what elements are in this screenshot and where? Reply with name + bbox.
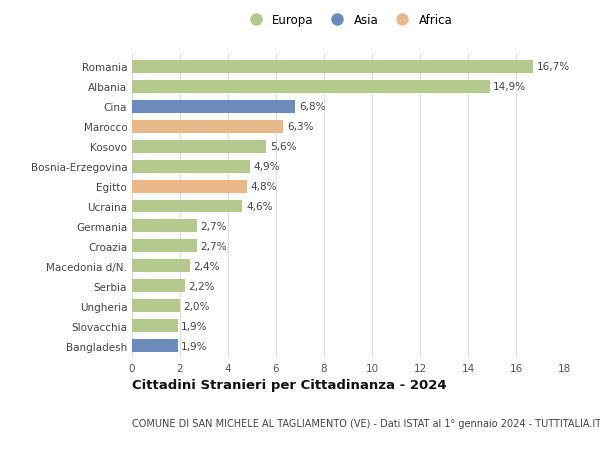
Bar (132, 280, 185, 293)
Text: 4,9%: 4,9% (253, 162, 280, 172)
Legend: Europa, Asia, Africa: Europa, Asia, Africa (244, 14, 452, 27)
Text: 14,9%: 14,9% (493, 82, 526, 92)
Bar (132, 120, 283, 133)
Text: COMUNE DI SAN MICHELE AL TAGLIAMENTO (VE) - Dati ISTAT al 1° gennaio 2024 - TUTT: COMUNE DI SAN MICHELE AL TAGLIAMENTO (VE… (132, 418, 600, 428)
Bar (132, 140, 266, 153)
Bar (132, 101, 295, 113)
Bar (132, 80, 490, 94)
Bar (132, 240, 197, 253)
Text: 4,8%: 4,8% (251, 182, 277, 191)
Text: 2,4%: 2,4% (193, 261, 220, 271)
Text: 2,0%: 2,0% (184, 301, 210, 311)
Text: 16,7%: 16,7% (536, 62, 569, 72)
Bar (132, 260, 190, 273)
Bar (132, 200, 242, 213)
Text: 5,6%: 5,6% (270, 142, 296, 152)
Text: 2,7%: 2,7% (200, 222, 227, 231)
Text: 2,2%: 2,2% (188, 281, 215, 291)
Bar (132, 300, 180, 313)
Bar (132, 61, 533, 73)
Bar (132, 160, 250, 173)
Text: 2,7%: 2,7% (200, 241, 227, 252)
Text: 6,8%: 6,8% (299, 102, 325, 112)
Text: 1,9%: 1,9% (181, 321, 208, 331)
Bar (132, 220, 197, 233)
Bar (132, 180, 247, 193)
Text: 1,9%: 1,9% (181, 341, 208, 351)
Text: 6,3%: 6,3% (287, 122, 313, 132)
Bar (132, 319, 178, 333)
Text: 4,6%: 4,6% (246, 202, 272, 212)
Text: Cittadini Stranieri per Cittadinanza - 2024: Cittadini Stranieri per Cittadinanza - 2… (132, 379, 446, 392)
Bar (132, 340, 178, 353)
